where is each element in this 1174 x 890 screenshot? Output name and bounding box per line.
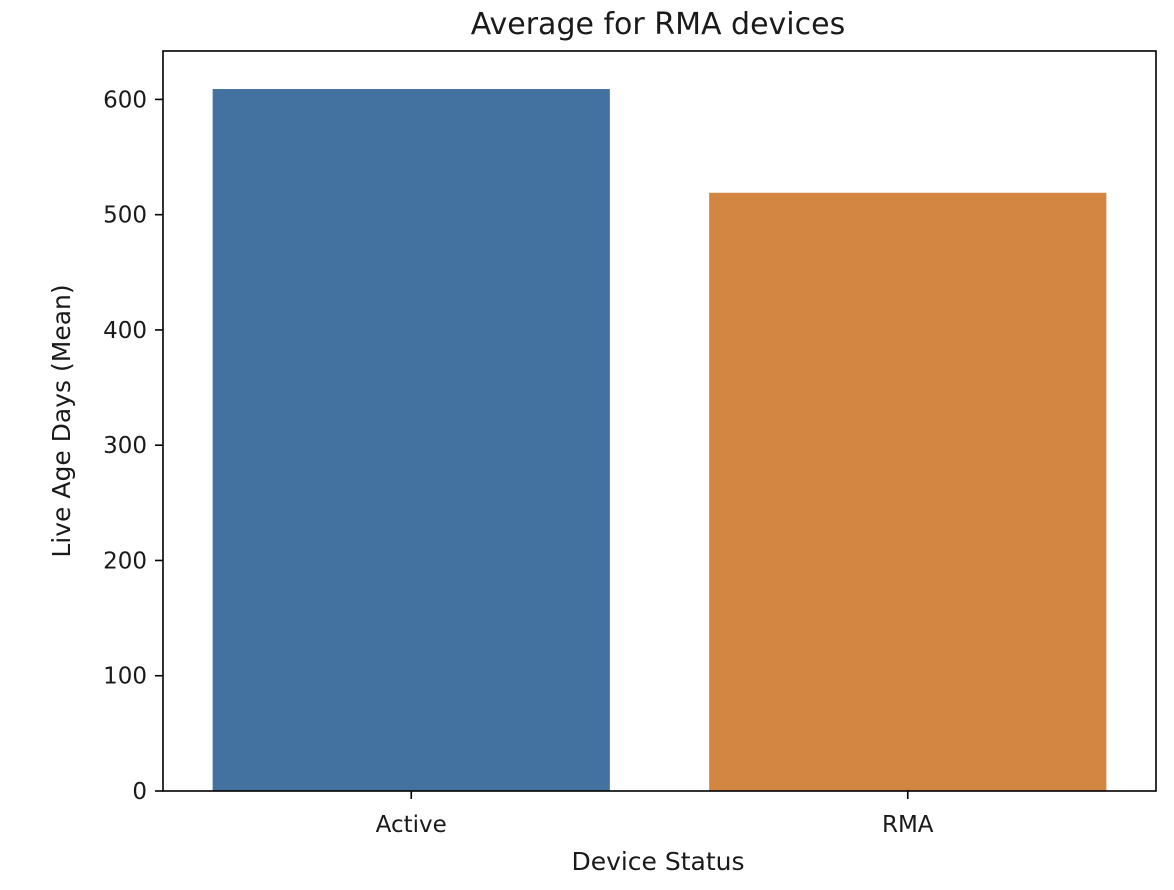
y-tick-label: 500: [103, 203, 147, 229]
y-tick-label: 200: [103, 548, 147, 574]
y-tick-label: 300: [103, 433, 147, 459]
y-tick-label: 600: [103, 87, 147, 113]
x-axis-ticks: Active RMA: [376, 791, 934, 838]
y-axis-ticks: 0 100 200 300 400 500 600: [103, 87, 163, 805]
plot-frame: [162, 50, 1157, 792]
x-axis-label: Device Status: [571, 847, 744, 876]
chart-title: Average for RMA devices: [471, 7, 845, 42]
y-tick-label: 0: [132, 779, 147, 805]
y-axis-label: Live Age Days (Mean): [47, 284, 76, 557]
x-tick-label: RMA: [882, 812, 934, 838]
y-tick-label: 100: [103, 664, 147, 690]
bars-group: [212, 89, 1107, 792]
bar-rma: [709, 192, 1107, 791]
x-tick-label: Active: [376, 812, 447, 838]
bar-active: [212, 89, 610, 792]
y-tick-label: 400: [103, 318, 147, 344]
